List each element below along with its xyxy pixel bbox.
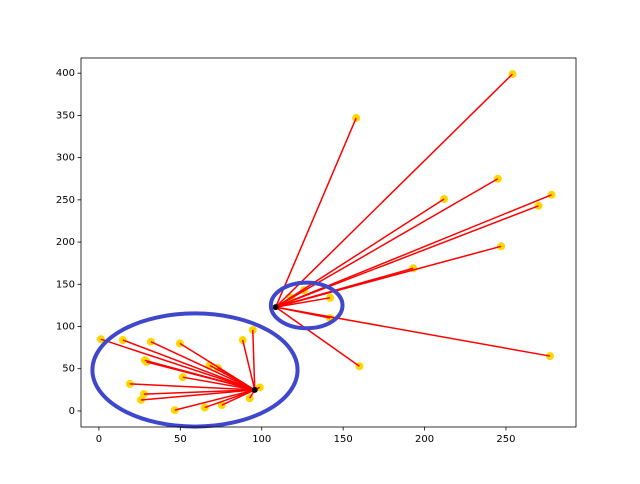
x-tick-label: 0 <box>96 434 102 445</box>
link-line <box>217 367 256 391</box>
y-tick-label: 100 <box>56 322 75 333</box>
link-line <box>275 194 552 308</box>
link-line <box>182 376 255 391</box>
y-tick-label: 400 <box>56 68 75 79</box>
x-tick-label: 100 <box>252 434 271 445</box>
link-line <box>241 339 256 391</box>
x-tick-label: 200 <box>415 434 434 445</box>
link-line <box>275 297 331 308</box>
centroid <box>272 304 279 311</box>
y-tick-label: 200 <box>56 237 75 248</box>
link-line <box>275 306 551 357</box>
link-line <box>275 198 445 308</box>
link-line <box>275 205 539 308</box>
link-line <box>275 117 357 308</box>
link-line <box>100 338 255 391</box>
link-line <box>129 383 255 391</box>
centroid <box>251 386 258 393</box>
link-line <box>143 389 255 395</box>
link-line <box>221 389 256 406</box>
link-line <box>146 361 255 391</box>
y-tick-label: 250 <box>56 195 75 206</box>
y-tick-label: 300 <box>56 153 75 164</box>
x-tick-label: 150 <box>334 434 353 445</box>
link-line <box>275 178 499 308</box>
y-tick-label: 50 <box>62 364 75 375</box>
x-tick-label: 250 <box>496 434 515 445</box>
link-line <box>122 339 256 391</box>
link-line <box>275 306 331 319</box>
y-tick-label: 0 <box>69 406 75 417</box>
cluster-ellipse <box>90 311 300 429</box>
link-line <box>252 329 256 390</box>
link-line <box>204 389 255 409</box>
link-line <box>140 389 255 401</box>
y-tick-label: 150 <box>56 279 75 290</box>
link-line <box>275 73 514 308</box>
y-tick-label: 350 <box>56 110 75 121</box>
link-line <box>275 306 360 367</box>
plot-frame <box>80 57 577 428</box>
link-line <box>275 267 414 308</box>
link-line <box>174 389 255 411</box>
cluster-ellipse <box>268 280 345 331</box>
x-tick-label: 50 <box>174 434 187 445</box>
link-line <box>150 341 256 391</box>
